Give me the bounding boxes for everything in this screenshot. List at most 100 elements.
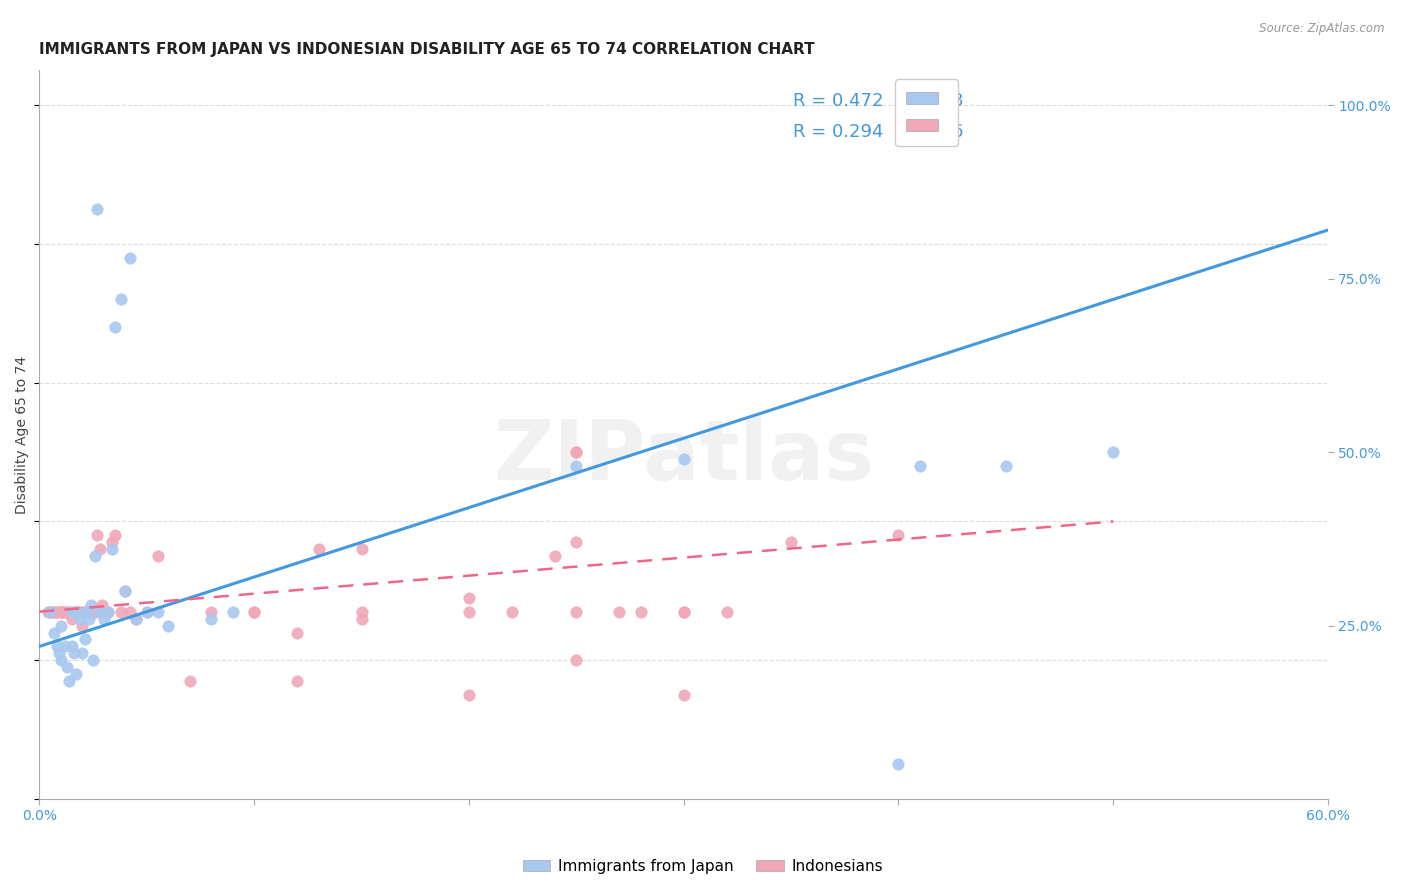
Text: Source: ZipAtlas.com: Source: ZipAtlas.com (1260, 22, 1385, 36)
Point (222, 605, 245, 619)
Point (350, 605, 373, 619)
Point (67, 605, 90, 619)
Point (82, 653, 104, 667)
Point (60, 612, 83, 626)
Point (76, 605, 98, 619)
Point (157, 618, 180, 632)
Point (60, 605, 83, 619)
Point (908, 458, 931, 473)
Point (58, 674, 80, 689)
Point (114, 583, 136, 598)
Point (672, 605, 695, 619)
Legend: Immigrants from Japan, Indonesians: Immigrants from Japan, Indonesians (516, 853, 890, 880)
Point (93, 605, 115, 619)
Point (86, 202, 108, 217)
Point (44, 605, 66, 619)
Point (716, 605, 738, 619)
Point (114, 583, 136, 598)
Point (458, 605, 481, 619)
Text: R = 0.472   N = 43: R = 0.472 N = 43 (793, 92, 965, 110)
Legend: , : , (896, 79, 957, 146)
Point (308, 542, 330, 557)
Point (77, 605, 100, 619)
Point (49, 605, 72, 619)
Point (565, 445, 588, 459)
Point (37, 605, 59, 619)
Point (45, 605, 67, 619)
Point (45, 640, 67, 654)
Point (53, 640, 76, 654)
Point (565, 445, 588, 459)
Point (565, 605, 588, 619)
Point (200, 612, 222, 626)
Point (49, 605, 72, 619)
Point (67, 605, 90, 619)
Point (458, 591, 481, 605)
Point (84, 605, 107, 619)
Point (89, 542, 111, 557)
Point (179, 674, 201, 689)
Point (887, 528, 910, 542)
Point (52, 605, 75, 619)
Point (135, 605, 157, 619)
Point (84, 549, 107, 564)
Point (97, 605, 120, 619)
Point (565, 653, 588, 667)
Point (630, 605, 652, 619)
Point (101, 542, 124, 557)
Point (44, 625, 66, 640)
Point (80, 598, 103, 612)
Point (243, 605, 266, 619)
Point (118, 251, 141, 265)
Point (243, 605, 266, 619)
Point (672, 605, 695, 619)
Point (565, 535, 588, 549)
Point (672, 452, 695, 467)
Point (672, 688, 695, 702)
Point (350, 612, 373, 626)
Point (60, 640, 83, 654)
Point (48, 646, 70, 660)
Point (39, 605, 62, 619)
Point (135, 605, 157, 619)
Point (101, 535, 124, 549)
Point (780, 535, 803, 549)
Point (56, 605, 79, 619)
Point (607, 605, 630, 619)
Point (93, 612, 115, 626)
Point (125, 612, 148, 626)
Y-axis label: Disability Age 65 to 74: Disability Age 65 to 74 (15, 356, 30, 514)
Point (73, 632, 96, 647)
Point (125, 612, 148, 626)
Point (65, 667, 87, 681)
Point (72, 646, 94, 660)
Point (80, 605, 103, 619)
Point (69, 605, 91, 619)
Point (62, 646, 84, 660)
Point (72, 605, 94, 619)
Point (110, 293, 132, 307)
Point (103, 528, 125, 542)
Point (56, 660, 79, 674)
Point (65, 605, 87, 619)
Point (103, 320, 125, 334)
Text: R = 0.294   N = 66: R = 0.294 N = 66 (793, 123, 963, 141)
Point (86, 528, 108, 542)
Point (458, 688, 481, 702)
Point (97, 605, 120, 619)
Point (146, 549, 169, 564)
Point (49, 618, 72, 632)
Point (89, 605, 111, 619)
Point (58, 605, 80, 619)
Point (76, 605, 98, 619)
Point (110, 605, 132, 619)
Point (39, 605, 62, 619)
Point (62, 605, 84, 619)
Point (41, 605, 63, 619)
Point (72, 618, 94, 632)
Point (200, 605, 222, 619)
Point (887, 757, 910, 772)
Point (285, 674, 308, 689)
Point (994, 458, 1017, 473)
Point (565, 458, 588, 473)
